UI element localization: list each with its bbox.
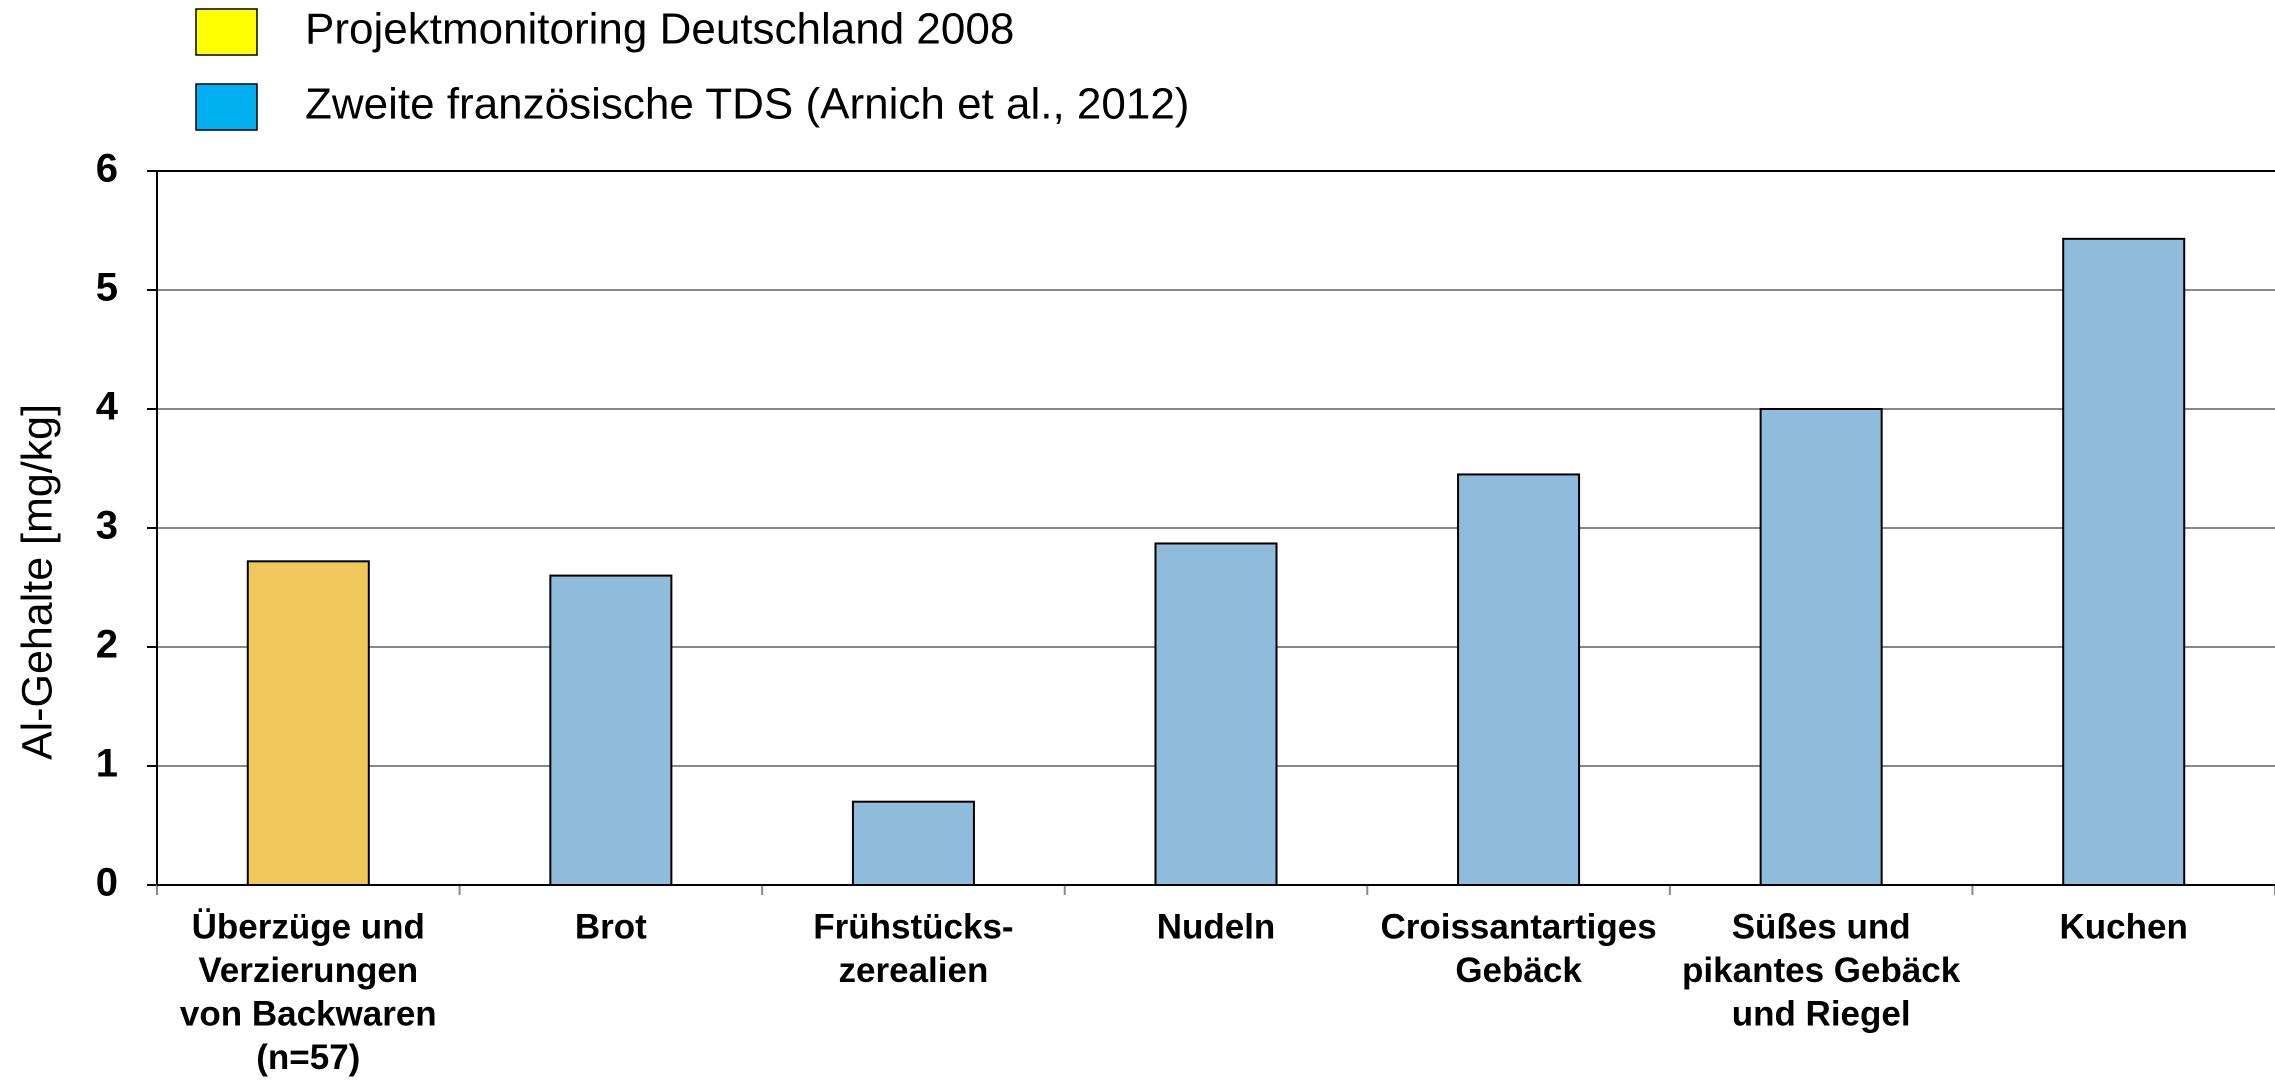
legend-swatch bbox=[195, 83, 258, 131]
x-tick-label: Croissantartiges bbox=[1380, 907, 1656, 946]
legend-swatch bbox=[195, 8, 258, 56]
y-tick-label: 4 bbox=[96, 385, 119, 429]
bar bbox=[1457, 473, 1581, 886]
x-tick-label: pikantes Gebäck bbox=[1682, 951, 1961, 990]
bar bbox=[1154, 542, 1278, 886]
y-tick-label: 3 bbox=[96, 504, 118, 548]
x-tick-label: Süßes und bbox=[1732, 907, 1911, 946]
bar bbox=[549, 574, 673, 886]
y-axis-label: Al-Gehalte [mg/kg] bbox=[13, 404, 61, 760]
x-tick-label: Frühstücks- bbox=[813, 907, 1013, 946]
x-tick-label: Überzüge und bbox=[192, 907, 425, 946]
x-tick-label: Nudeln bbox=[1157, 907, 1276, 946]
y-tick-label: 5 bbox=[96, 266, 118, 310]
bar bbox=[246, 560, 370, 886]
y-tick-label: 6 bbox=[96, 147, 118, 191]
x-tick-label: (n=57) bbox=[256, 1038, 360, 1077]
y-tick-label: 0 bbox=[96, 861, 118, 905]
x-tick-label: Brot bbox=[575, 907, 647, 946]
x-tick-label: Verzierungen bbox=[198, 951, 418, 990]
bar bbox=[851, 800, 975, 887]
x-tick-label: Gebäck bbox=[1455, 951, 1582, 990]
y-tick-label: 2 bbox=[96, 623, 118, 667]
bar bbox=[2062, 237, 2186, 886]
legend-label: Zweite französische TDS (Arnich et al., … bbox=[305, 80, 1189, 129]
legend-label: Projektmonitoring Deutschland 2008 bbox=[305, 5, 1014, 54]
y-tick-label: 1 bbox=[96, 742, 118, 786]
x-tick-label: zerealien bbox=[839, 951, 989, 990]
x-tick-label: und Riegel bbox=[1732, 994, 1911, 1033]
x-tick-label: von Backwaren bbox=[180, 994, 437, 1033]
x-tick-label: Kuchen bbox=[2060, 907, 2188, 946]
bar bbox=[1759, 408, 1883, 886]
